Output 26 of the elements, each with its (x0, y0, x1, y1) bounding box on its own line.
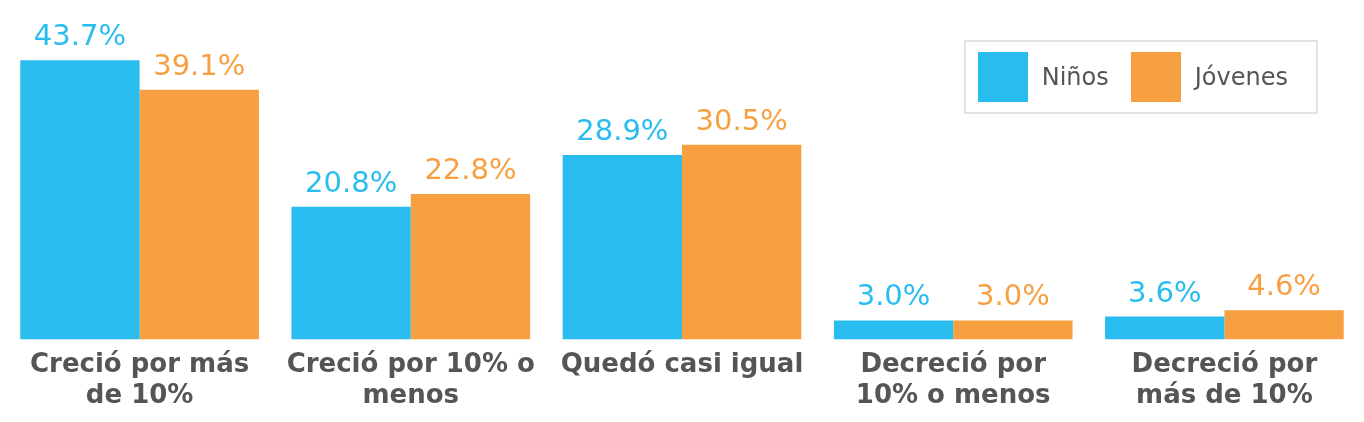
bar (291, 206, 411, 340)
x-tick-label: Quedó casi igual (560, 347, 804, 378)
data-label: 30.5% (695, 102, 788, 137)
bar (953, 320, 1073, 340)
legend-label: Niños (1041, 63, 1109, 91)
bar (1105, 316, 1225, 340)
bar (562, 154, 682, 340)
data-label: 39.1% (153, 47, 246, 82)
bar (20, 60, 140, 340)
legend-label: Jóvenes (1194, 63, 1288, 91)
bar (682, 144, 802, 340)
data-label: 4.6% (1247, 268, 1321, 303)
data-label: 3.0% (856, 278, 931, 313)
data-label: 3.6% (1127, 274, 1202, 309)
data-label: 20.8% (305, 164, 398, 199)
data-label: 28.9% (576, 112, 669, 147)
data-label: 22.8% (424, 151, 517, 186)
x-tick-label: Decreció por 10% o menos (855, 347, 1051, 410)
x-tick-label: Creció por 10% o menos (286, 347, 535, 410)
x-tick-label: Creció por más de 10% (29, 347, 250, 410)
x-tick-label: Decreció por más de 10% (1131, 347, 1318, 410)
bar (833, 320, 954, 340)
bar (410, 193, 531, 340)
bar (139, 89, 259, 340)
data-label: 3.0% (976, 278, 1050, 313)
data-label: 43.7% (33, 18, 127, 53)
